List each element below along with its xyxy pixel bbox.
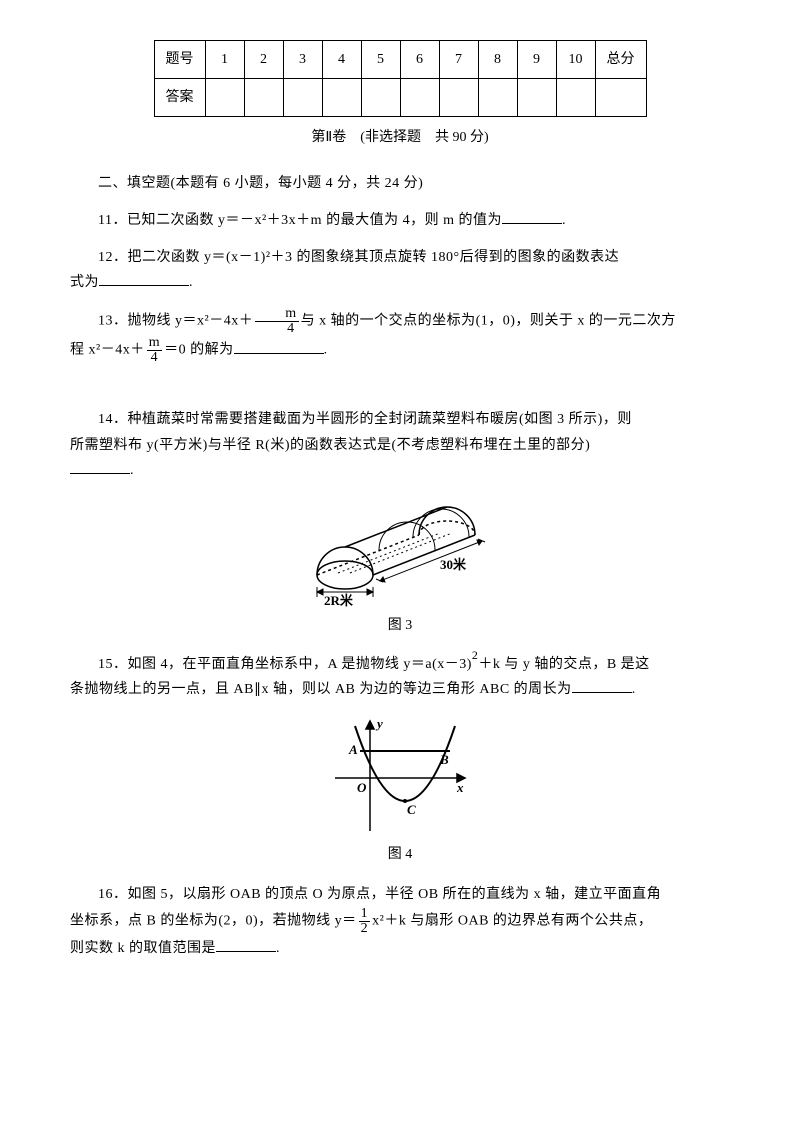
total-label: 总分 (595, 41, 646, 79)
fig4-B: B (439, 752, 449, 767)
q11-suffix: . (562, 213, 566, 228)
fraction: m4 (255, 307, 298, 336)
row2-label: 答案 (154, 79, 205, 117)
question-15-line1: 15．如图 4，在平面直角坐标系中，A 是抛物线 y＝a(x－3)2＋k 与 y… (70, 652, 730, 677)
section-title: 第Ⅱ卷 (非选择题 共 90 分) (70, 125, 730, 150)
col-header: 10 (556, 41, 595, 79)
blank (572, 678, 632, 693)
figure-3-label: 图 3 (70, 613, 730, 638)
answer-cell (244, 79, 283, 117)
q13-l1a: 13．抛物线 y＝x²－4x＋ (98, 314, 253, 329)
question-14-line3: . (70, 458, 730, 483)
figure-4-label: 图 4 (70, 842, 730, 867)
spacer (70, 377, 730, 395)
fig3-length-label: 30米 (440, 557, 467, 572)
q13-l2b: ＝0 的解为 (164, 343, 234, 358)
q15-l1b: ＋k 与 y 轴的交点，B 是这 (478, 657, 649, 672)
question-13-line2: 程 x²－4x＋m4＝0 的解为. (70, 336, 730, 365)
answer-cell (595, 79, 646, 117)
q15-l2a: 条抛物线上的另一点，且 AB∥x 轴，则以 AB 为边的等边三角形 ABC 的周… (70, 682, 572, 697)
row1-label: 题号 (154, 41, 205, 79)
fig3-width-label: 2R米 (324, 593, 354, 607)
fig4-A: A (348, 742, 358, 757)
q12-l2-prefix: 式为 (70, 275, 99, 290)
q16-l2b: x²＋k 与扇形 OAB 的边界总有两个公共点， (372, 914, 652, 929)
col-header: 6 (400, 41, 439, 79)
frac-den: 4 (147, 350, 162, 365)
question-13-line1: 13．抛物线 y＝x²－4x＋m4与 x 轴的一个交点的坐标为(1，0)，则关于… (70, 307, 730, 336)
blank (234, 339, 324, 354)
frac-num: m (147, 336, 162, 350)
blank (70, 459, 130, 474)
heading-fill-in: 二、填空题(本题有 6 小题，每小题 4 分，共 24 分) (70, 171, 730, 196)
figure-4: A B O C x y (70, 716, 730, 836)
frac-num: 1 (359, 907, 371, 921)
frac-den: 2 (359, 921, 371, 936)
answer-cell (478, 79, 517, 117)
col-header: 8 (478, 41, 517, 79)
col-header: 5 (361, 41, 400, 79)
answer-cell (439, 79, 478, 117)
col-header: 9 (517, 41, 556, 79)
question-12-line1: 12．把二次函数 y＝(x－1)²＋3 的图象绕其顶点旋转 180°后得到的图象… (70, 245, 730, 270)
q13-l2a: 程 x²－4x＋ (70, 343, 145, 358)
col-header: 3 (283, 41, 322, 79)
answer-cell (556, 79, 595, 117)
answer-table: 题号 1 2 3 4 5 6 7 8 9 10 总分 答案 (154, 40, 647, 117)
q13-l2-suffix: . (324, 343, 328, 358)
page-root: 题号 1 2 3 4 5 6 7 8 9 10 总分 答案 (0, 0, 800, 1013)
fraction: 12 (359, 907, 371, 936)
question-15-line2: 条抛物线上的另一点，且 AB∥x 轴，则以 AB 为边的等边三角形 ABC 的周… (70, 677, 730, 702)
blank (216, 937, 276, 952)
q12-l2-suffix: . (189, 275, 193, 290)
answer-cell (400, 79, 439, 117)
figure-3: 30米 2R米 (70, 497, 730, 607)
q13-l1b: 与 x 轴的一个交点的坐标为(1，0)，则关于 x 的一元二次方 (301, 314, 676, 329)
q14-l3-suffix: . (130, 463, 134, 478)
question-16-line3: 则实数 k 的取值范围是. (70, 936, 730, 961)
col-header: 2 (244, 41, 283, 79)
frac-num: m (255, 307, 298, 321)
q16-l2a: 坐标系，点 B 的坐标为(2，0)，若抛物线 y＝ (70, 914, 357, 929)
col-header: 4 (322, 41, 361, 79)
answer-cell (205, 79, 244, 117)
expr: (x－3)2 (432, 657, 478, 672)
question-16-line1: 16．如图 5，以扇形 OAB 的顶点 O 为原点，半径 OB 所在的直线为 x… (70, 882, 730, 907)
greenhouse-diagram: 30米 2R米 (290, 497, 510, 607)
question-14-line2: 所需塑料布 y(平方米)与半径 R(米)的函数表达式是(不考虑塑料布埋在土里的部… (70, 433, 730, 458)
paren: (x－3) (432, 657, 472, 672)
answer-cell (517, 79, 556, 117)
question-16-line2: 坐标系，点 B 的坐标为(2，0)，若抛物线 y＝12x²＋k 与扇形 OAB … (70, 907, 730, 936)
question-12-line2: 式为. (70, 270, 730, 295)
exponent: 2 (472, 648, 478, 662)
q16-l3a: 则实数 k 的取值范围是 (70, 941, 216, 956)
answer-cell (283, 79, 322, 117)
blank (99, 271, 189, 286)
fig4-C: C (407, 802, 416, 817)
fig4-O: O (357, 780, 367, 795)
answer-cell (322, 79, 361, 117)
q15-l1a: 15．如图 4，在平面直角坐标系中，A 是抛物线 y＝a (98, 657, 432, 672)
table-row: 题号 1 2 3 4 5 6 7 8 9 10 总分 (154, 41, 646, 79)
col-header: 1 (205, 41, 244, 79)
question-11: 11．已知二次函数 y＝－x²＋3x＋m 的最大值为 4，则 m 的值为. (70, 208, 730, 233)
table-row: 答案 (154, 79, 646, 117)
fraction: m4 (147, 336, 162, 365)
question-14-line1: 14．种植蔬菜时常需要搭建截面为半圆形的全封闭蔬菜塑料布暖房(如图 3 所示)，… (70, 407, 730, 432)
frac-den: 4 (255, 321, 298, 336)
q11-text: 11．已知二次函数 y＝－x²＋3x＋m 的最大值为 4，则 m 的值为 (98, 213, 502, 228)
col-header: 7 (439, 41, 478, 79)
parabola-diagram: A B O C x y (325, 716, 475, 836)
fig4-x: x (456, 780, 464, 795)
q15-l2-suffix: . (632, 682, 636, 697)
answer-cell (361, 79, 400, 117)
q16-l3-suffix: . (276, 941, 280, 956)
blank (502, 209, 562, 224)
fig4-y: y (375, 716, 383, 731)
